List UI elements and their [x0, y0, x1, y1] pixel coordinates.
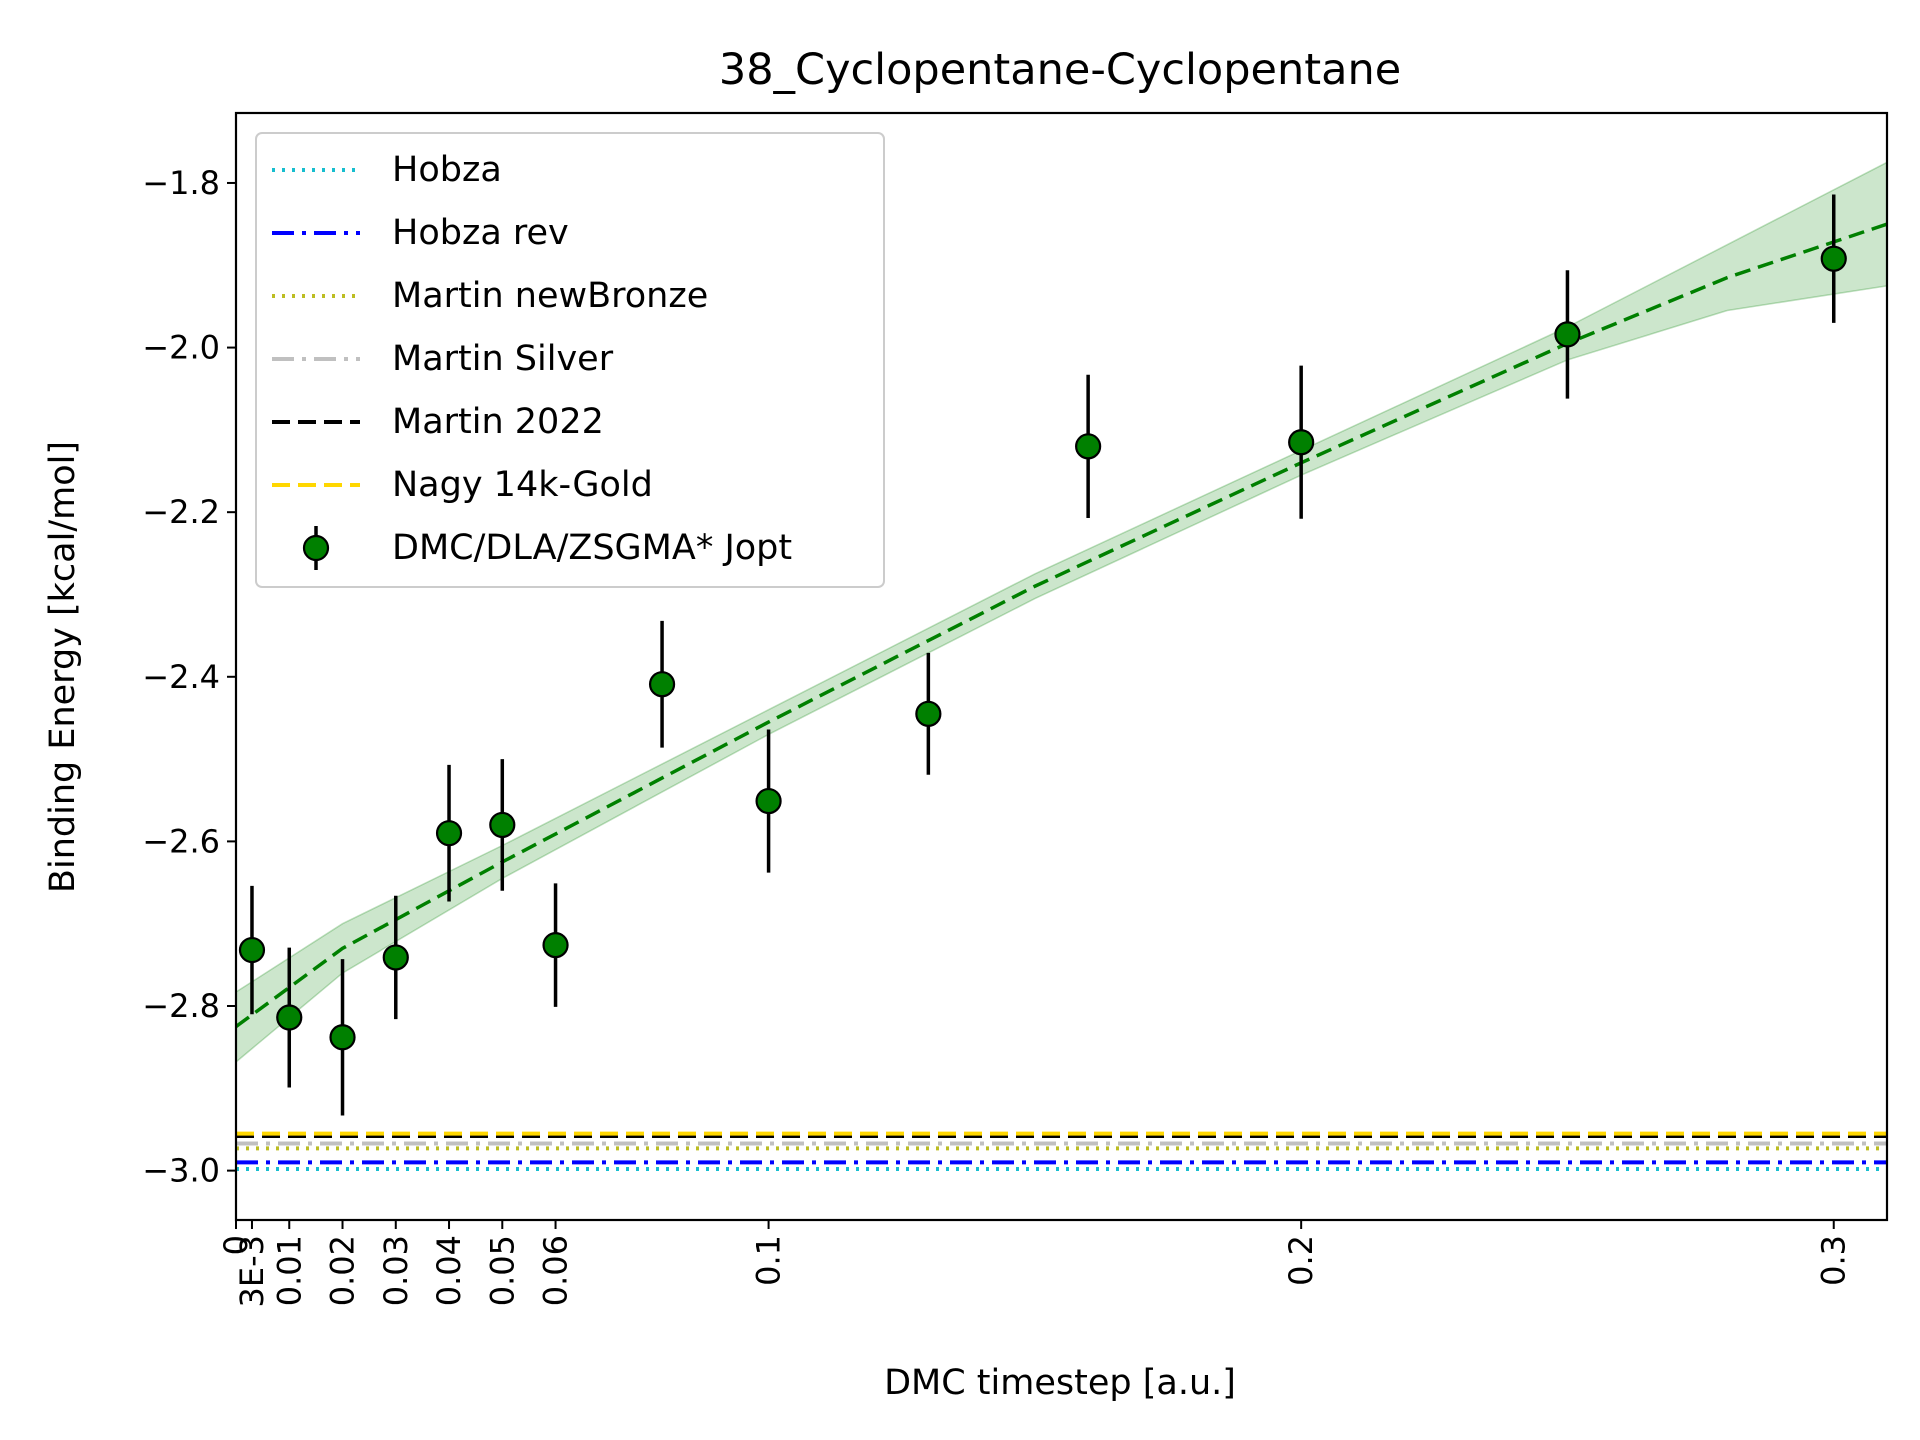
- legend-label: Hobza: [392, 150, 502, 190]
- point-marker: [1288, 429, 1315, 456]
- y-tick-label: −2.0: [142, 329, 220, 367]
- point-marker: [648, 671, 676, 698]
- legend-item-0: Hobza: [272, 150, 502, 190]
- reference-lines: [236, 1131, 1887, 1171]
- legend-item-3: Martin Silver: [272, 339, 614, 379]
- point-marker: [329, 1024, 356, 1051]
- x-tick-label: 0.06: [537, 1235, 575, 1306]
- y-tick-label: −2.4: [142, 658, 220, 696]
- x-tick-label: 0.01: [270, 1235, 308, 1306]
- legend-item-4: Martin 2022: [272, 402, 604, 442]
- data-point-5: [489, 759, 516, 891]
- point-marker: [755, 787, 782, 815]
- x-tick-label: 0.05: [483, 1235, 521, 1306]
- point-marker: [435, 820, 463, 847]
- point-marker: [1820, 245, 1847, 272]
- data-point-11: [1288, 365, 1315, 519]
- legend-label: Martin 2022: [392, 402, 604, 442]
- x-axis-ticks: 03E-3 0.01 0.02 0.03 0.04 0.05 0.06 0.1 0.2 0.3: [217, 1220, 1853, 1307]
- legend-label: Martin Silver: [392, 339, 614, 379]
- point-marker: [489, 811, 516, 839]
- data-point-10: [1075, 374, 1102, 518]
- data-point-8: [755, 729, 782, 873]
- data-point-7: [648, 620, 676, 748]
- x-tick-label: 0: [217, 1235, 255, 1255]
- x-tick-label: 0.03: [377, 1235, 415, 1306]
- data-point-13: [1820, 194, 1847, 323]
- legend-item-5: Nagy 14k-Gold: [272, 465, 653, 505]
- point-marker: [238, 936, 266, 964]
- data-point-4: [435, 764, 463, 902]
- data-points: [238, 194, 1847, 1116]
- data-point-9: [915, 652, 942, 775]
- x-tick-label: 0.1: [750, 1235, 788, 1286]
- x-tick-label: 0.2: [1282, 1235, 1320, 1286]
- y-tick-label: −2.6: [142, 822, 220, 860]
- legend-label: DMC/DLA/ZSGMA* Jopt: [392, 528, 792, 568]
- plot-area: [236, 161, 1887, 1171]
- x-tick-label: 3E-3: [233, 1235, 271, 1307]
- point-marker: [915, 700, 942, 727]
- legend: Hobza Hobza rev Martin newBronze Martin Sil…: [255, 132, 885, 588]
- legend-item-1: Hobza rev: [272, 213, 569, 253]
- legend-label: Nagy 14k-Gold: [392, 465, 653, 505]
- y-tick-label: −3.0: [142, 1152, 220, 1190]
- legend-label: Martin newBronze: [392, 276, 708, 316]
- point-marker: [542, 932, 569, 959]
- data-point-3: [382, 895, 409, 1020]
- plot-frame: [234, 111, 1889, 1222]
- x-axis-label: DMC timestep [a.u.]: [884, 1363, 1236, 1403]
- data-point-2: [329, 959, 356, 1116]
- point-marker: [1075, 433, 1102, 460]
- y-tick-label: −1.8: [142, 164, 220, 202]
- data-point-12: [1554, 270, 1581, 399]
- y-axis-label: Binding Energy [kcal/mol]: [43, 441, 83, 893]
- x-tick-label: 0.02: [324, 1235, 362, 1306]
- chart-title: 38_Cyclopentane-Cyclopentane: [719, 45, 1401, 95]
- legend-item-6: DMC/DLA/ZSGMA* Jopt: [302, 526, 792, 570]
- data-point-0: [238, 885, 266, 1015]
- y-tick-label: −2.2: [142, 493, 220, 531]
- y-axis-ticks: −1.8 −2.0 −2.2 −2.4 −2.6 −2.8 −3.0: [142, 164, 236, 1190]
- legend-frame: [255, 132, 885, 588]
- legend-swatch-marker: [302, 534, 330, 562]
- data-point-1: [276, 947, 303, 1088]
- x-tick-label: 0.3: [1815, 1235, 1853, 1286]
- legend-item-2: Martin newBronze: [272, 276, 708, 316]
- legend-label: Hobza rev: [392, 213, 569, 253]
- data-point-6: [542, 883, 569, 1007]
- point-marker: [276, 1004, 303, 1031]
- y-tick-label: −2.8: [142, 987, 220, 1025]
- point-marker: [1554, 321, 1581, 348]
- point-marker: [382, 944, 409, 971]
- x-tick-label: 0.04: [430, 1235, 468, 1306]
